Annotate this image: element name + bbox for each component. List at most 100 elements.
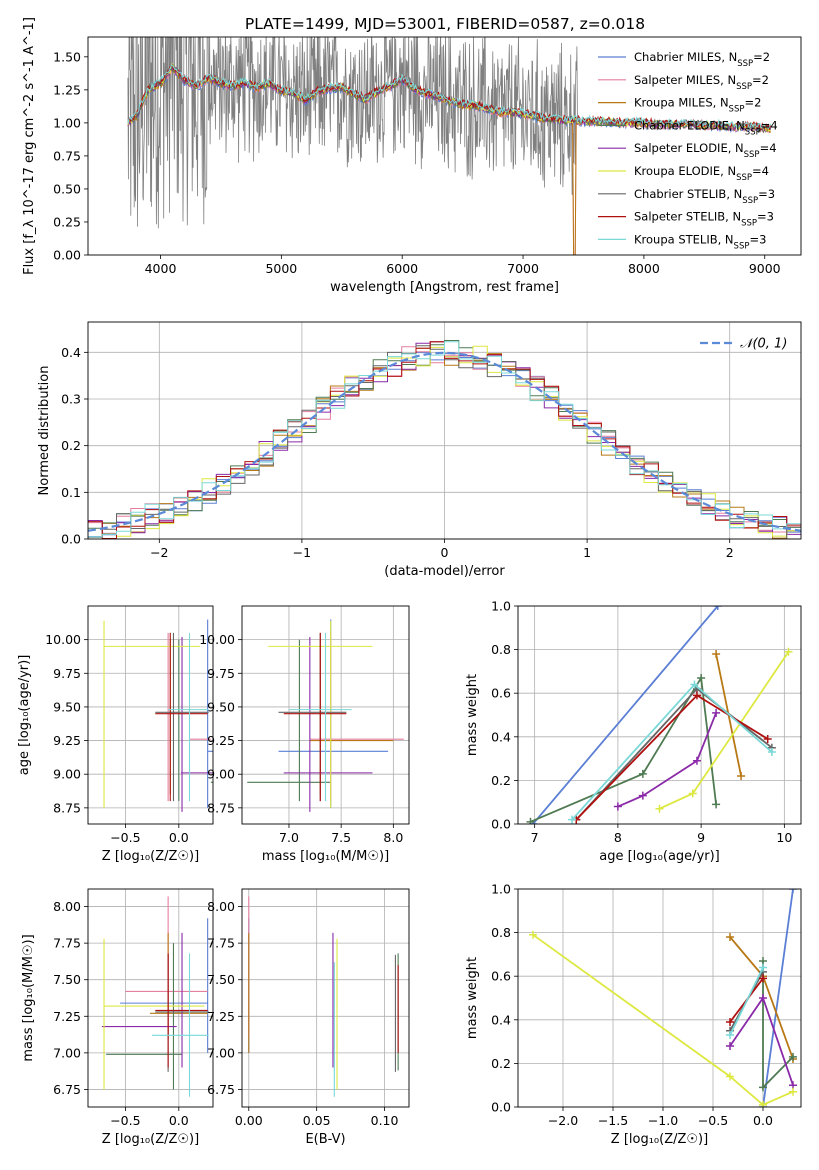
weight-point [759, 1100, 767, 1107]
y-axis-label: mass [log₁₀(M/M☉)] [21, 934, 36, 1061]
legend-entry: Kroupa MILES, NSSP=2 [634, 96, 761, 115]
x-axis-label: E(B-V) [305, 1132, 345, 1147]
weight-line [575, 687, 773, 821]
plot-area [88, 340, 801, 539]
figure-title: PLATE=1499, MJD=53001, FIBERID=0587, z=0… [245, 15, 645, 33]
y-tick-label: 0.00 [53, 248, 81, 263]
x-tick-label: 0.0 [753, 1113, 773, 1128]
spectrum-legend: Chabrier MILES, NSSP=2 Salpeter MILES, NS… [598, 50, 778, 251]
y-tick-label: 7.75 [207, 936, 235, 951]
weight-point [690, 680, 699, 689]
weight-line [532, 934, 794, 1106]
y-tick-label: 8.00 [53, 899, 81, 914]
x-axis-label: (data-model)/error [384, 564, 505, 579]
x-tick-label: −0.5 [110, 1113, 140, 1128]
weight-point [655, 804, 664, 813]
y-tick-label: 7.00 [207, 1045, 235, 1060]
y-tick-label: 0.6 [491, 969, 511, 984]
weight-line [729, 996, 794, 1086]
y-tick-label: 1.50 [53, 49, 81, 64]
mass-vs-metallicity-panel: −0.5 0.0 6.75 7.00 7.25 7.50 7.75 8.00 Z [log₁₀(… [21, 888, 214, 1147]
normal-distribution-curve [88, 351, 801, 532]
x-tick-label: −0.5 [698, 1113, 728, 1128]
y-axis-label: Flux [f_λ 10^-17 erg cm^-2 s^-1 A^-1] [22, 17, 37, 275]
weight-point [692, 756, 701, 765]
weight-point [526, 817, 535, 824]
y-tick-label: 0.8 [491, 642, 511, 657]
x-tick-label: 0.05 [303, 1113, 331, 1128]
histogram-legend: 𝒩(0, 1) [700, 337, 787, 352]
grid-lines [88, 889, 213, 1107]
weight-point [789, 889, 797, 893]
y-tick-label: 8.75 [53, 800, 81, 815]
x-tick-label: 9 [697, 830, 705, 845]
legend-entry: Chabrier STELIB, NSSP=3 [634, 187, 775, 206]
weight-point [726, 1072, 734, 1081]
weight-point [692, 691, 701, 700]
weight-point [767, 748, 776, 757]
y-tick-label: 9.25 [207, 733, 235, 748]
y-tick-label: 0.75 [53, 148, 81, 163]
x-tick-label: 7 [531, 830, 539, 845]
legend-entry: Chabrier ELODIE, NSSP=4 [634, 118, 778, 137]
x-axis-label: mass [log₁₀(M/M☉)] [262, 849, 389, 864]
y-tick-label: 0.1 [61, 485, 81, 500]
weight-line [729, 967, 764, 1036]
y-tick-label: 1.00 [53, 115, 81, 130]
y-tick-label: 6.75 [207, 1082, 235, 1097]
grid-lines [88, 606, 213, 824]
axes-frame [87, 605, 214, 825]
y-axis-label: mass weight [465, 957, 480, 1039]
grid-lines [242, 889, 409, 1107]
y-tick-label: 0.0 [491, 1100, 511, 1115]
weight-point [529, 930, 537, 939]
y-tick-label: 8.75 [207, 800, 235, 815]
y-tick-label: 0.25 [53, 214, 81, 229]
y-tick-label: 0.2 [61, 438, 81, 453]
x-tick-label: 8.0 [383, 830, 403, 845]
y-tick-label: 0.8 [491, 925, 511, 940]
weight-point [688, 789, 697, 798]
weight-line [617, 712, 717, 808]
spectrum-panel: 4000 5000 6000 7000 8000 9000 0.00 0.25 0.50 0.75… [22, 17, 802, 295]
y-tick-label: 1.25 [53, 82, 81, 97]
y-tick-label: 7.50 [53, 972, 81, 987]
y-tick-label: 10.00 [45, 632, 81, 647]
weight-point [784, 647, 793, 656]
weight-point [759, 994, 767, 1002]
plot-area [127, 37, 772, 255]
model-spectrum-line [127, 64, 772, 129]
x-axis-label: Z [log₁₀(Z/Z☉)] [102, 849, 199, 864]
axes-frame [87, 888, 214, 1108]
x-tick-label: 7.5 [331, 830, 351, 845]
weight-point [713, 606, 722, 610]
x-tick-label: −1 [293, 545, 311, 560]
plot-area [247, 619, 404, 812]
plot-area [101, 896, 209, 1097]
y-tick-label: 0.4 [491, 1012, 511, 1027]
y-axis-label: age [log₁₀(age/yr)] [17, 655, 32, 776]
x-axis-label: age [log₁₀(age/yr)] [599, 849, 720, 864]
y-tick-label: 9.25 [53, 733, 81, 748]
x-tick-label: 4000 [145, 261, 177, 276]
grid-lines [518, 888, 801, 1108]
x-tick-label: −1.5 [598, 1113, 628, 1128]
weight-point [737, 772, 746, 781]
residual-histogram-panel: −2 −1 0 1 2 0.0 0.1 0.2 0.3 0.4 (data-model)/error… [37, 321, 802, 579]
weight-point [763, 734, 772, 743]
x-tick-label: 8 [614, 830, 622, 845]
age-vs-metallicity-panel: −0.5 0.0 8.75 9.00 9.25 9.50 9.75 10.00 Z [log₁₀… [17, 605, 214, 864]
weight-point [759, 1083, 767, 1092]
weight-line [762, 889, 794, 1107]
plot-area [529, 889, 797, 1107]
weight-point [789, 1052, 797, 1061]
y-tick-label: 8.00 [207, 899, 235, 914]
weight-point [726, 1031, 734, 1040]
x-tick-label: 8000 [628, 261, 660, 276]
y-tick-label: 7.00 [53, 1045, 81, 1060]
axes-frame [517, 605, 802, 825]
plot-area [526, 606, 793, 824]
age-vs-mass-panel: 7.0 7.5 8.0 8.75 9.00 9.25 9.50 9.75 10.00 mass [… [199, 605, 410, 864]
weight-point [712, 800, 721, 809]
